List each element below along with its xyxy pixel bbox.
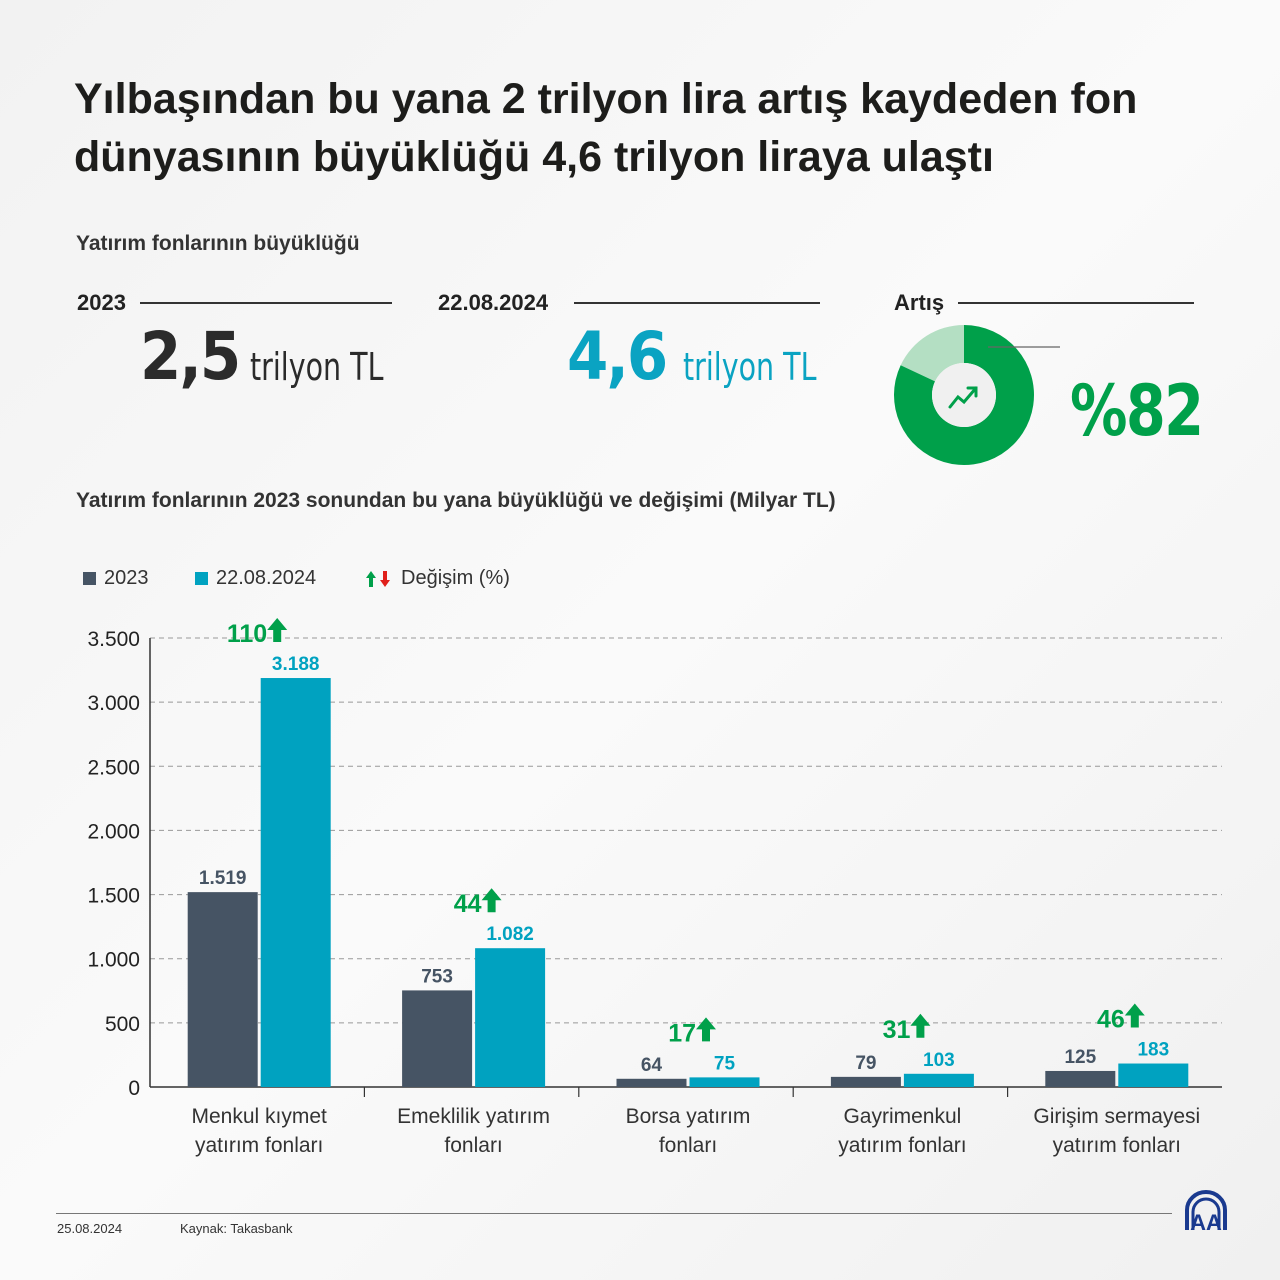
bar-2023 [830, 1076, 901, 1087]
up-arrow-icon [1124, 1003, 1145, 1028]
kpi-2024-value: 4,6 [567, 318, 668, 395]
increase-label: Artış [894, 290, 945, 315]
donut-remaining-slice [900, 325, 964, 382]
change-label: 31 [883, 1016, 911, 1044]
up-arrow-icon [696, 1017, 716, 1042]
category-label: Menkul kıymet [192, 1105, 328, 1128]
increase-value: %82 [1070, 370, 1204, 452]
kpi-2024-label: 22.08.2024 [438, 290, 549, 315]
legend-swatch [195, 572, 208, 585]
legend-label: 2023 [104, 567, 149, 589]
bar-2024 [903, 1073, 974, 1087]
chart-title: Yatırım fonlarının 2023 sonundan bu yana… [76, 489, 836, 512]
y-tick-label: 3.500 [87, 628, 140, 651]
change-label: 46 [1097, 1006, 1125, 1034]
category-label: Borsa yatırım [626, 1105, 751, 1128]
up-arrow-icon [910, 1013, 931, 1038]
bar-value-label: 3.188 [272, 654, 320, 675]
bar-chart: 0 500 1.000 1.500 2.000 2.500 3.000 3.500 1.519 3… [87, 618, 1222, 1157]
footer-date: 25.08.2024 [57, 1221, 123, 1236]
bar-value-label: 64 [641, 1055, 663, 1076]
y-tick-label: 2.500 [87, 756, 140, 779]
footer-divider [56, 1213, 1172, 1214]
bar-2023 [402, 990, 473, 1087]
legend-2024: 22.08.2024 [195, 567, 316, 590]
bar-2023 [1045, 1070, 1116, 1087]
bar-2023 [187, 892, 258, 1087]
category-label: Emeklilik yatırım [397, 1105, 550, 1128]
aa-logo: AA [1185, 1190, 1227, 1232]
kpi-2023-label: 2023 [77, 290, 126, 315]
kpi-2023-unit: trilyon TL [250, 345, 384, 389]
bar-2024 [475, 948, 546, 1087]
legend-2023: 2023 [83, 567, 149, 590]
page-title: Yılbaşından bu yana 2 trilyon lira artış… [74, 75, 1138, 181]
donut-hole [932, 363, 996, 427]
divider [574, 302, 820, 304]
y-tick-label: 1.500 [87, 885, 140, 908]
increase-donut [894, 325, 1060, 465]
footer-source: Kaynak: Takasbank [180, 1221, 293, 1236]
y-tick-label: 3.000 [87, 692, 140, 715]
kpi-2023-value: 2,5 [140, 318, 241, 395]
divider [958, 302, 1194, 304]
divider [140, 302, 392, 304]
category-label: Girişim sermayesi [1033, 1105, 1200, 1128]
bar-2023 [616, 1078, 687, 1087]
y-tick-label: 1.000 [87, 949, 140, 972]
category-label: fonları [659, 1134, 717, 1157]
bar-value-label: 1.082 [486, 924, 534, 945]
category-label: fonları [444, 1134, 502, 1157]
category-label: yatırım fonları [195, 1134, 323, 1157]
change-label: 110 [227, 620, 267, 648]
bar-2024 [1118, 1063, 1189, 1087]
bar-value-label: 183 [1137, 1040, 1169, 1061]
category-label: yatırım fonları [1053, 1134, 1181, 1157]
trending-up-icon [948, 386, 978, 409]
legend-swatch [83, 572, 96, 585]
donut-increase-slice [894, 325, 1034, 465]
y-tick-label: 2.000 [87, 820, 140, 843]
up-arrow-icon [267, 618, 288, 643]
change-label: 44 [454, 890, 482, 918]
bar-2024 [689, 1077, 760, 1087]
legend-label: Değişim (%) [401, 567, 510, 589]
y-tick-label: 0 [128, 1077, 140, 1100]
legend-label: 22.08.2024 [216, 567, 317, 589]
y-tick-label: 500 [105, 1013, 140, 1036]
bar-value-label: 79 [855, 1053, 876, 1074]
change-label: 17 [668, 1019, 696, 1047]
bar-value-label: 75 [714, 1053, 736, 1074]
legend-change: Değişim (%) [365, 567, 510, 590]
bar-value-label: 1.519 [199, 868, 247, 889]
category-label: yatırım fonları [838, 1134, 966, 1157]
section-subtitle: Yatırım fonlarının büyüklüğü [76, 232, 360, 255]
bar-value-label: 125 [1064, 1047, 1096, 1068]
bar-value-label: 103 [923, 1050, 955, 1071]
up-down-arrows-icon [366, 570, 390, 587]
kpi-2024-unit: trilyon TL [683, 345, 817, 389]
category-label: Gayrimenkul [843, 1105, 961, 1128]
svg-text:AA: AA [1190, 1210, 1222, 1232]
bar-value-label: 753 [421, 966, 453, 987]
leader-line [988, 346, 1060, 348]
bar-2024 [260, 678, 331, 1087]
up-arrow-icon [481, 888, 502, 913]
